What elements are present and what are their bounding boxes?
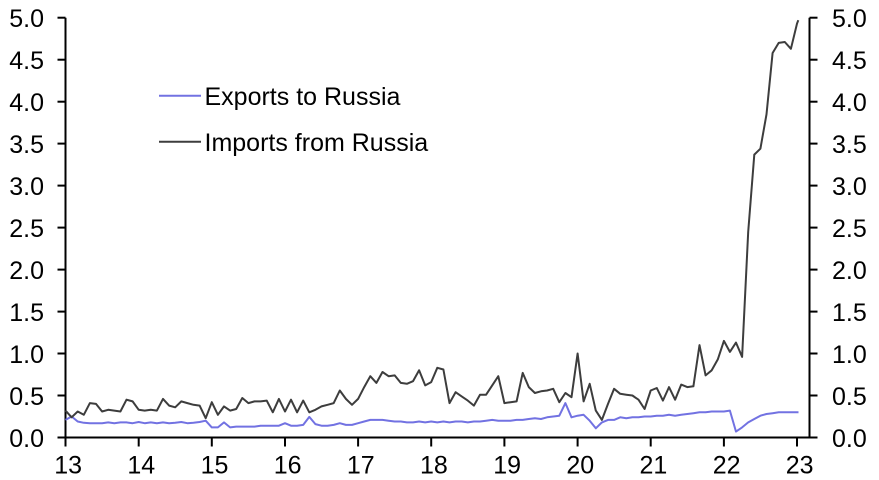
svg-text:0.5: 0.5 — [832, 383, 867, 411]
svg-text:3.5: 3.5 — [832, 131, 867, 159]
svg-text:Exports to Russia: Exports to Russia — [205, 83, 401, 111]
svg-text:3.5: 3.5 — [9, 131, 44, 159]
svg-text:4.5: 4.5 — [832, 47, 867, 75]
svg-text:4.0: 4.0 — [9, 89, 44, 117]
svg-text:18: 18 — [420, 452, 448, 480]
svg-text:16: 16 — [274, 452, 302, 480]
svg-text:20: 20 — [566, 452, 594, 480]
svg-text:4.5: 4.5 — [9, 47, 44, 75]
svg-text:15: 15 — [201, 452, 229, 480]
svg-text:1.0: 1.0 — [9, 341, 44, 369]
svg-text:0.0: 0.0 — [832, 425, 867, 453]
svg-text:2.5: 2.5 — [9, 215, 44, 243]
svg-text:23: 23 — [786, 452, 814, 480]
svg-text:0.5: 0.5 — [9, 383, 44, 411]
svg-text:5.0: 5.0 — [9, 5, 44, 33]
svg-text:21: 21 — [639, 452, 667, 480]
svg-text:3.0: 3.0 — [9, 173, 44, 201]
svg-text:4.0: 4.0 — [832, 89, 867, 117]
svg-text:2.0: 2.0 — [832, 257, 867, 285]
svg-text:3.0: 3.0 — [832, 173, 867, 201]
svg-text:1.5: 1.5 — [9, 299, 44, 327]
svg-text:1.5: 1.5 — [832, 299, 867, 327]
svg-text:22: 22 — [713, 452, 741, 480]
svg-text:2.5: 2.5 — [832, 215, 867, 243]
svg-text:14: 14 — [127, 452, 155, 480]
svg-text:13: 13 — [54, 452, 82, 480]
svg-text:0.0: 0.0 — [9, 425, 44, 453]
svg-text:19: 19 — [493, 452, 521, 480]
svg-text:17: 17 — [347, 452, 375, 480]
svg-text:2.0: 2.0 — [9, 257, 44, 285]
svg-text:1.0: 1.0 — [832, 341, 867, 369]
svg-text:5.0: 5.0 — [832, 5, 867, 33]
svg-text:Imports from Russia: Imports from Russia — [205, 129, 429, 157]
